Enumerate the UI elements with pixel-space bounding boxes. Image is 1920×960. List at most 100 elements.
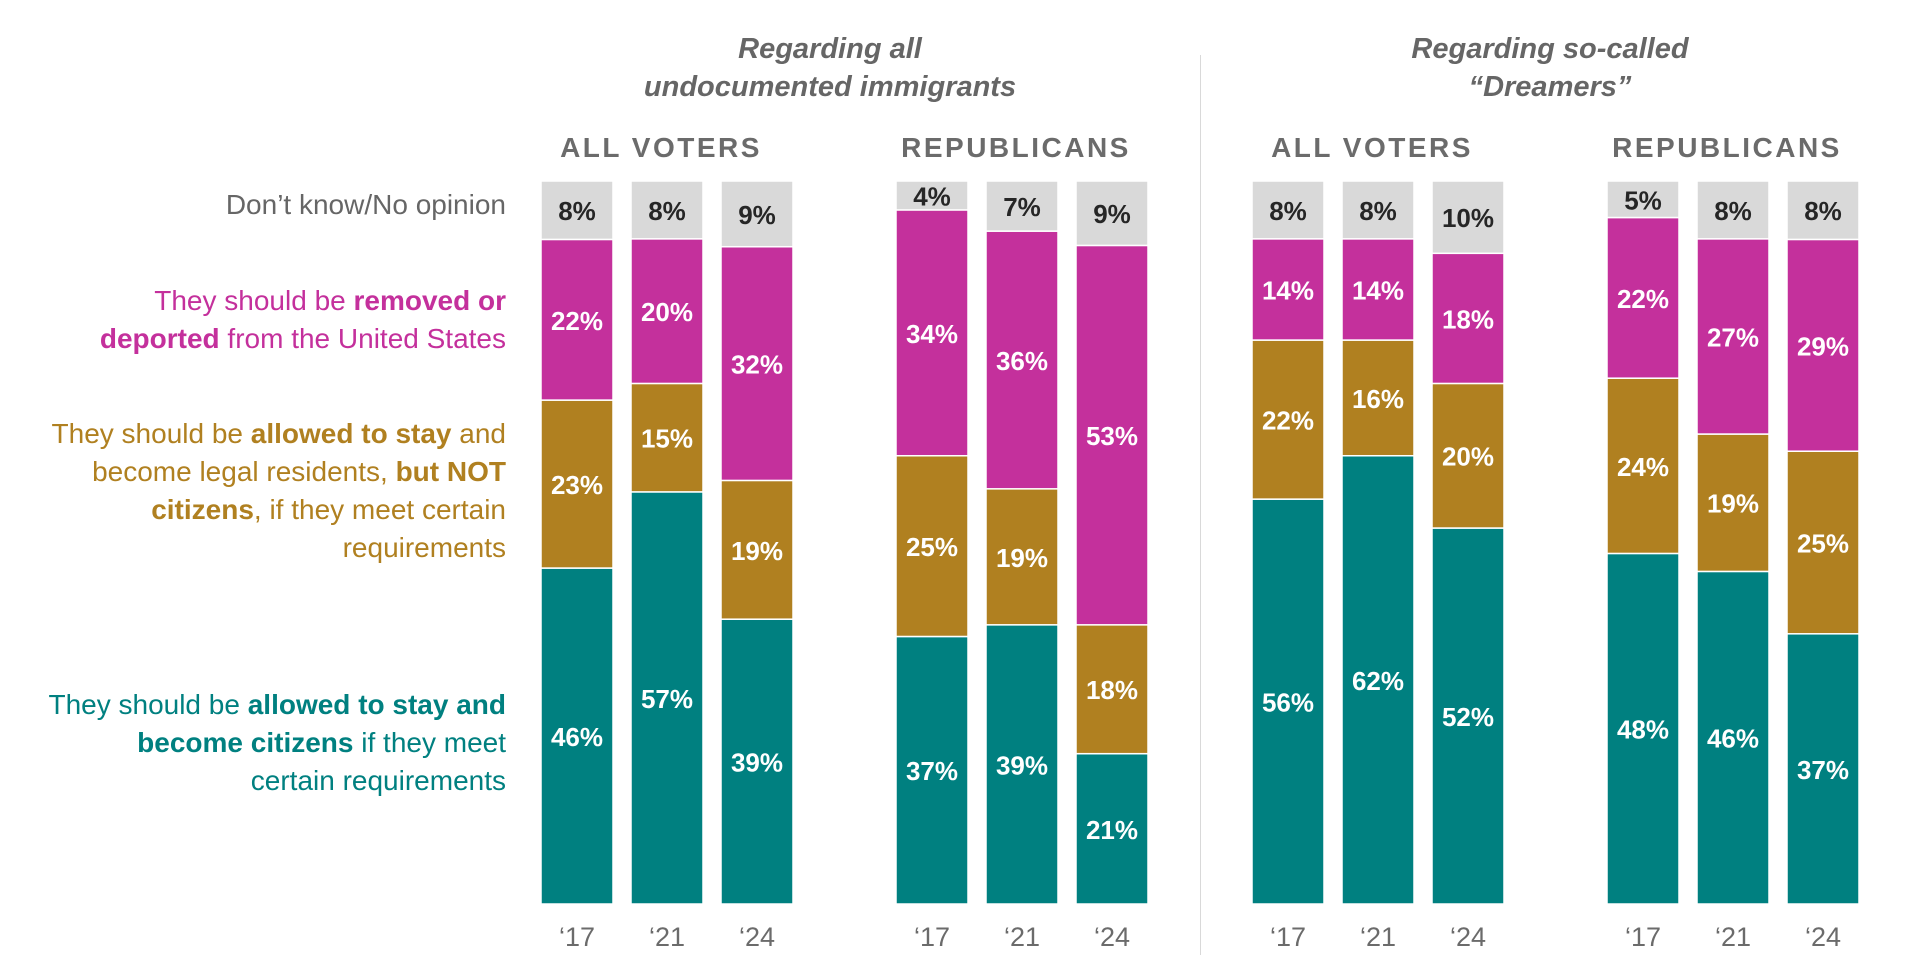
bar-segment-dont-know [720,180,794,248]
bar-segment-citizens [1606,552,1680,905]
data-label: 16% [1352,384,1404,414]
bar-segment-deport [1341,238,1415,341]
legend-deport-bold: removed or deported [99,285,506,354]
bar-segment-dont-know [1075,180,1149,247]
data-label: 4% [913,181,951,211]
data-label: 5% [1624,185,1662,215]
panel-title-line: Regarding all [738,33,922,65]
data-label: 62% [1352,666,1404,696]
bar-segment-dont-know [985,180,1059,232]
group-label-all-voters-dreamers: ALL VOTERS [1271,132,1473,163]
data-label: 8% [1269,196,1307,226]
data-label: 18% [1086,675,1138,705]
bar-segment-dont-know [540,180,614,241]
bar-segment-deport [1431,252,1505,385]
bar-segment-citizens [720,618,794,905]
group-label-republicans-dreamers: REPUBLICANS [1612,132,1842,163]
data-label: 19% [731,536,783,566]
bar-segment-citizens [1251,498,1325,905]
data-label: 10% [1442,203,1494,233]
data-label: 46% [1707,724,1759,754]
data-label: 9% [738,200,776,230]
data-label: 8% [1804,196,1842,226]
data-label: 46% [551,722,603,752]
legend-citizens: They should be allowed to stay and becom… [46,686,506,800]
bar-segment-no-citizens [1251,339,1325,500]
bar-segment-citizens [540,567,614,905]
bar-segment-dont-know [1696,180,1770,240]
bar-segment-deport [1251,238,1325,341]
bar-segment-dont-know [1786,180,1860,241]
data-label: 27% [1707,322,1759,352]
data-label: 8% [648,196,686,226]
legend-no-citizens-text: and become legal residents, [92,418,506,487]
data-label: 25% [1797,529,1849,559]
data-label: 8% [1359,196,1397,226]
bar-segment-dont-know [630,180,704,240]
data-label: 9% [1093,199,1131,229]
x-tick-label: ‘17 [1270,922,1306,952]
legend-no-citizens: They should be allowed to stay and becom… [46,415,506,567]
bar-segment-citizens [895,635,969,905]
bar-segment-dont-know [1341,180,1415,240]
data-label: 24% [1617,452,1669,482]
data-label: 20% [641,297,693,327]
panel-title-line: undocumented immigrants [643,71,1017,103]
x-tick-label: ‘24 [1450,922,1486,952]
bar-segment-citizens [1075,752,1149,905]
bar-segment-deport [540,238,614,401]
bar-segment-no-citizens [1075,624,1149,755]
data-label: 39% [731,748,783,778]
bar-segment-citizens [1696,570,1770,905]
data-label: 36% [996,346,1048,376]
data-label: 37% [906,756,958,786]
bar-segment-deport [1786,238,1860,452]
x-tick-label: ‘21 [1004,922,1040,952]
data-label: 23% [551,470,603,500]
legend-no-citizens-bold: allowed to stay [250,418,452,449]
bar-segment-dont-know [1606,180,1680,219]
data-label: 32% [731,350,783,380]
data-label: 22% [1617,284,1669,314]
bar-segment-deport [895,209,969,457]
legend-deport-text: They should be [154,285,354,316]
panel-title-line: “Dreamers” [1468,71,1632,103]
data-label: 20% [1442,442,1494,472]
group-label-republicans-undocumented: REPUBLICANS [901,132,1131,163]
bar-segment-no-citizens [630,382,704,493]
x-tick-label: ‘21 [649,922,685,952]
data-label: 34% [906,319,958,349]
bar-segment-citizens [1431,527,1505,905]
bar-segment-dont-know [1431,180,1505,255]
panel-divider [1200,55,1201,955]
data-label: 39% [996,750,1048,780]
bar-segment-citizens [1341,454,1415,905]
x-tick-label: ‘21 [1360,922,1396,952]
x-tick-label: ‘24 [739,922,775,952]
bar-segment-deport [985,230,1059,490]
x-tick-label: ‘24 [1805,922,1841,952]
legend-no-citizens-text: , if they meet certain requirements [253,494,506,563]
data-label: 21% [1086,815,1138,845]
bar-segment-deport [630,238,704,385]
data-label: 18% [1442,304,1494,334]
data-label: 22% [1262,406,1314,436]
bar-segment-no-citizens [1786,450,1860,635]
data-label: 19% [1707,489,1759,519]
x-tick-label: ‘24 [1094,922,1130,952]
data-label: 14% [1352,275,1404,305]
bar-segment-dont-know [895,180,969,211]
legend-no-citizens-bold: but NOT citizens [151,456,506,525]
data-label: 14% [1262,275,1314,305]
data-label: 7% [1003,192,1041,222]
data-label: 57% [641,684,693,714]
panel-title-line: Regarding so-called [1411,33,1689,65]
data-label: 48% [1617,715,1669,745]
bar-segment-deport [720,245,794,482]
x-tick-label: ‘17 [559,922,595,952]
bar-segment-no-citizens [1431,382,1505,529]
legend-citizens-text: They should be [48,689,248,720]
legend-dont-know-text: Don’t know/No opinion [225,189,506,220]
